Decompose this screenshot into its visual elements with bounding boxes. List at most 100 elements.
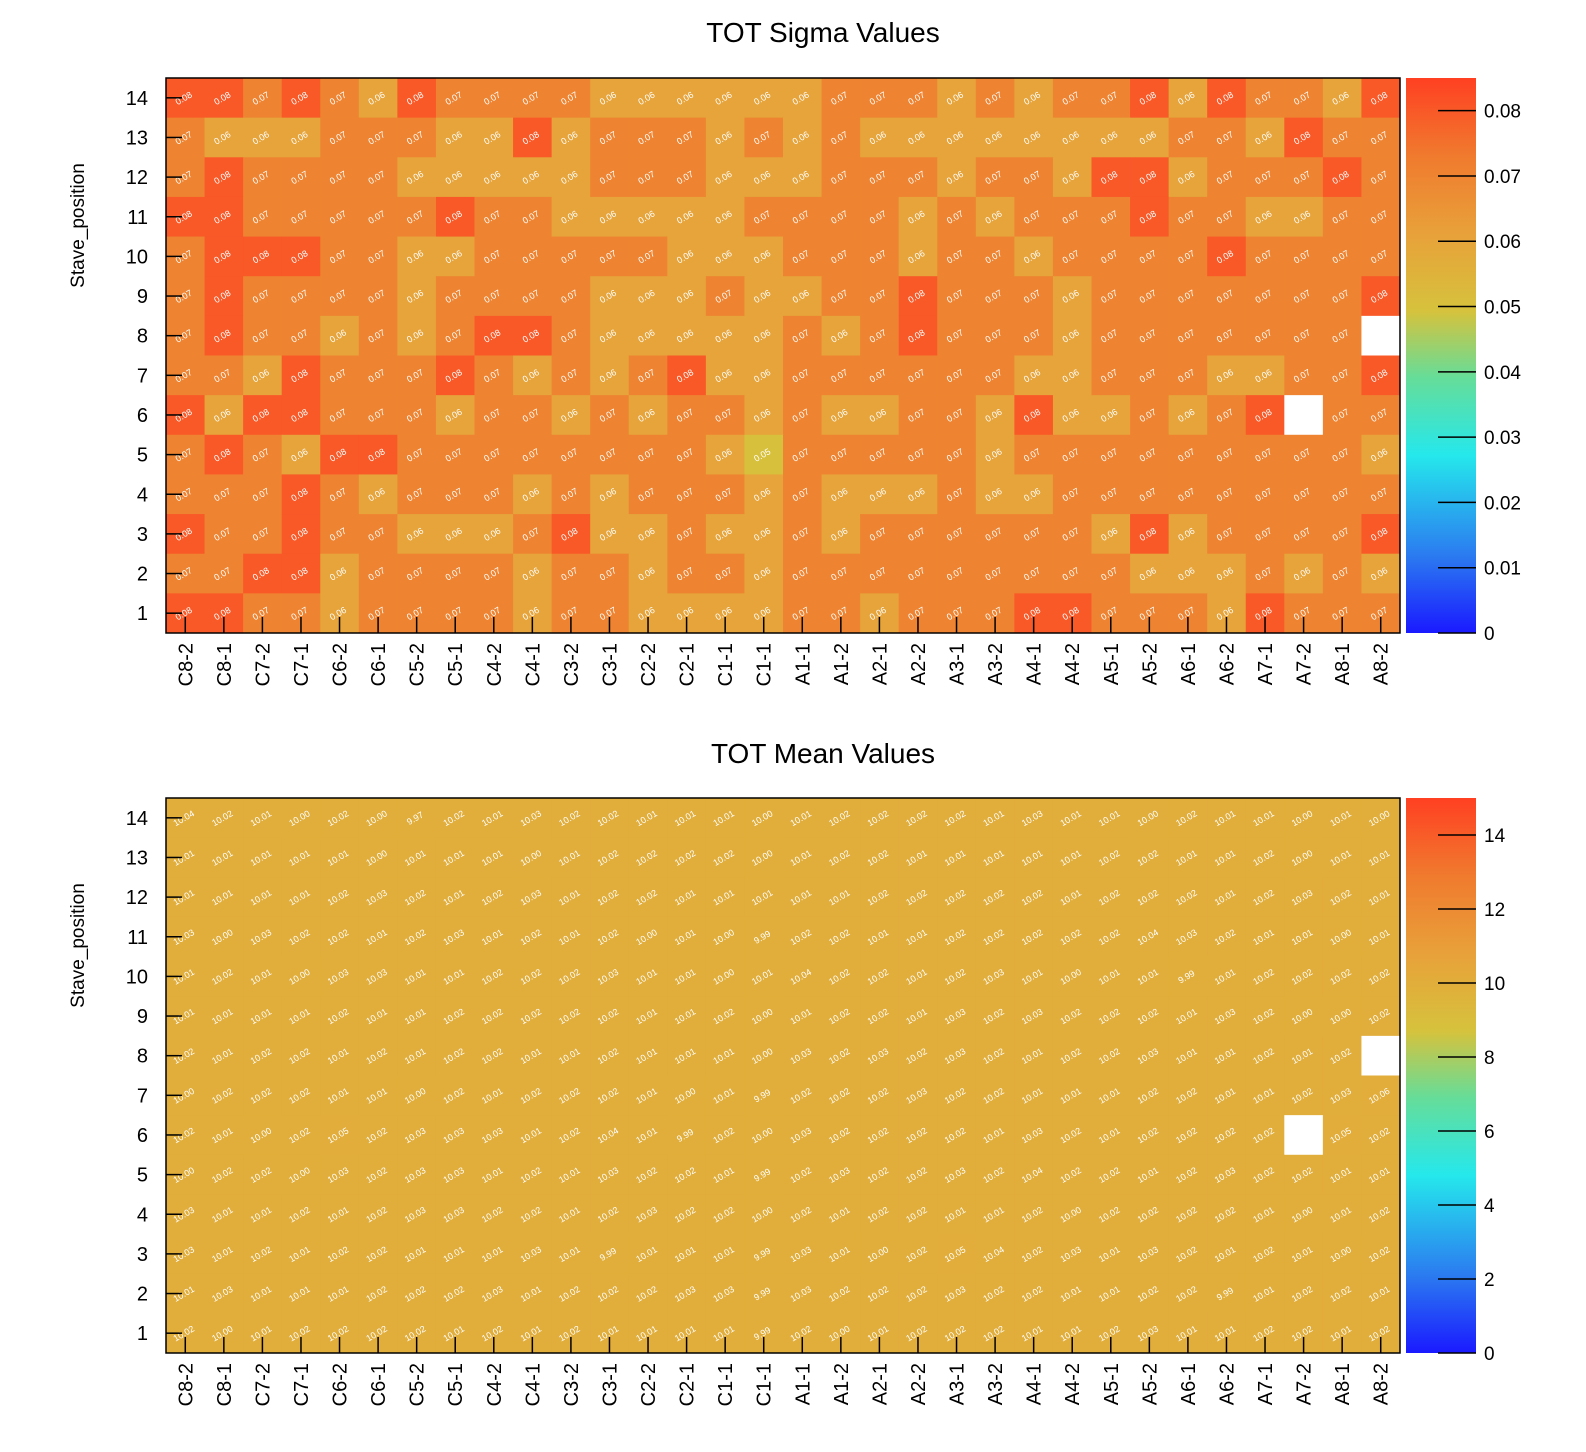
heatmap-cell	[551, 474, 591, 515]
heatmap-cell	[821, 78, 861, 119]
heatmap-cell	[474, 117, 514, 158]
heatmap-cell	[1245, 196, 1285, 237]
heatmap-cell	[1168, 798, 1208, 839]
heatmap-cell	[783, 236, 822, 277]
heatmap-cell	[1130, 196, 1170, 237]
heatmap-cell	[1130, 553, 1170, 594]
heatmap-cell	[590, 434, 630, 475]
heatmap-cell	[783, 877, 822, 918]
heatmap-cell	[898, 434, 938, 475]
heatmap-cell	[358, 196, 398, 237]
heatmap-cell	[397, 276, 437, 317]
heatmap-cell	[821, 355, 861, 396]
heatmap-cell	[590, 315, 630, 356]
heatmap-cell	[937, 474, 977, 515]
heatmap-cell	[1207, 514, 1247, 555]
heatmap-cell	[1130, 395, 1170, 436]
heatmap-cell	[667, 117, 707, 158]
x-tick-label: A5-1	[1101, 1363, 1123, 1405]
heatmap-cell	[1207, 474, 1247, 515]
heatmap-cell	[1322, 434, 1362, 475]
heatmap-cell	[821, 837, 861, 878]
heatmap-cell	[744, 355, 784, 396]
heatmap-cell	[551, 798, 591, 839]
heatmap-cell	[243, 315, 283, 356]
heatmap-cell	[744, 434, 784, 475]
heatmap-cell	[358, 157, 398, 198]
heatmap-cell	[1245, 117, 1285, 158]
heatmap-cell	[1207, 395, 1247, 436]
heatmap-cell	[281, 434, 321, 475]
heatmap-cell	[435, 276, 475, 317]
heatmap-cell	[435, 236, 475, 277]
heatmap-cell	[1245, 355, 1285, 396]
y-tick-label: 6	[137, 1125, 148, 1147]
heatmap-cell	[204, 395, 244, 436]
heatmap-cell	[243, 514, 283, 555]
heatmap-cell	[590, 553, 630, 594]
heatmap-cell	[1284, 837, 1324, 878]
chart-title: TOT Mean Values	[711, 738, 935, 769]
heatmap-cell	[628, 553, 668, 594]
x-tick-label: C5-2	[407, 1363, 429, 1406]
heatmap-cell	[474, 315, 514, 356]
heatmap-cell	[513, 474, 553, 515]
heatmap-cell	[1207, 157, 1247, 198]
heatmap-cell	[937, 315, 977, 356]
heatmap-cell	[551, 315, 591, 356]
heatmap-cell	[281, 236, 321, 277]
heatmap-cell	[204, 236, 244, 277]
heatmap-cell	[1207, 553, 1247, 594]
heatmap-cell	[860, 474, 900, 515]
heatmap-cell	[1207, 434, 1247, 475]
heatmap-cell	[1014, 514, 1054, 555]
heatmap-cell	[435, 355, 475, 396]
heatmap-cell	[1322, 355, 1362, 396]
heatmap-cell	[435, 798, 475, 839]
heatmap-cell	[898, 798, 938, 839]
heatmap-cell	[1091, 236, 1131, 277]
heatmap-cell	[1168, 315, 1208, 356]
heatmap-cell	[397, 474, 437, 515]
heatmap-cell	[898, 315, 938, 356]
heatmap-cell	[358, 78, 398, 119]
heatmap-cell	[1245, 434, 1285, 475]
heatmap-cell	[1091, 157, 1131, 198]
heatmap-cell	[975, 276, 1015, 317]
heatmap-cell	[513, 434, 553, 475]
x-tick-label: C3-2	[561, 1363, 583, 1406]
heatmap-cell	[1014, 877, 1054, 918]
heatmap-cell	[1168, 395, 1208, 436]
heatmap-cell	[590, 276, 630, 317]
heatmap-cell	[358, 276, 398, 317]
heatmap-cell	[898, 355, 938, 396]
heatmap-cell	[1245, 395, 1285, 436]
heatmap-cell	[975, 78, 1015, 119]
y-tick-label: 12	[126, 887, 148, 909]
heatmap-cell	[1361, 395, 1401, 436]
heatmap-cell	[821, 798, 861, 839]
heatmap-cell	[1207, 798, 1247, 839]
heatmap-cell	[937, 355, 977, 396]
heatmap-cell	[1361, 157, 1401, 198]
y-axis-label: Stave_position	[68, 163, 89, 288]
heatmap-cell	[320, 117, 360, 158]
heatmap-cell	[1284, 276, 1324, 317]
heatmap-cell	[898, 514, 938, 555]
heatmap-cell	[1014, 236, 1054, 277]
x-tick-label: A4-1	[1024, 643, 1046, 685]
heatmap-cell	[551, 236, 591, 277]
x-tick-label: A7-2	[1294, 1363, 1316, 1405]
heatmap-cell	[628, 355, 668, 396]
heatmap-cell	[821, 315, 861, 356]
heatmap-cell	[590, 798, 630, 839]
heatmap-cell	[860, 798, 900, 839]
heatmap-cell	[1284, 117, 1324, 158]
heatmap-cell	[551, 196, 591, 237]
heatmap-cell	[397, 877, 437, 918]
heatmap-cell	[744, 315, 784, 356]
heatmap-cell	[1245, 798, 1285, 839]
heatmap-cell	[1052, 117, 1092, 158]
heatmap-cell	[1322, 837, 1362, 878]
heatmap-cell	[628, 196, 668, 237]
